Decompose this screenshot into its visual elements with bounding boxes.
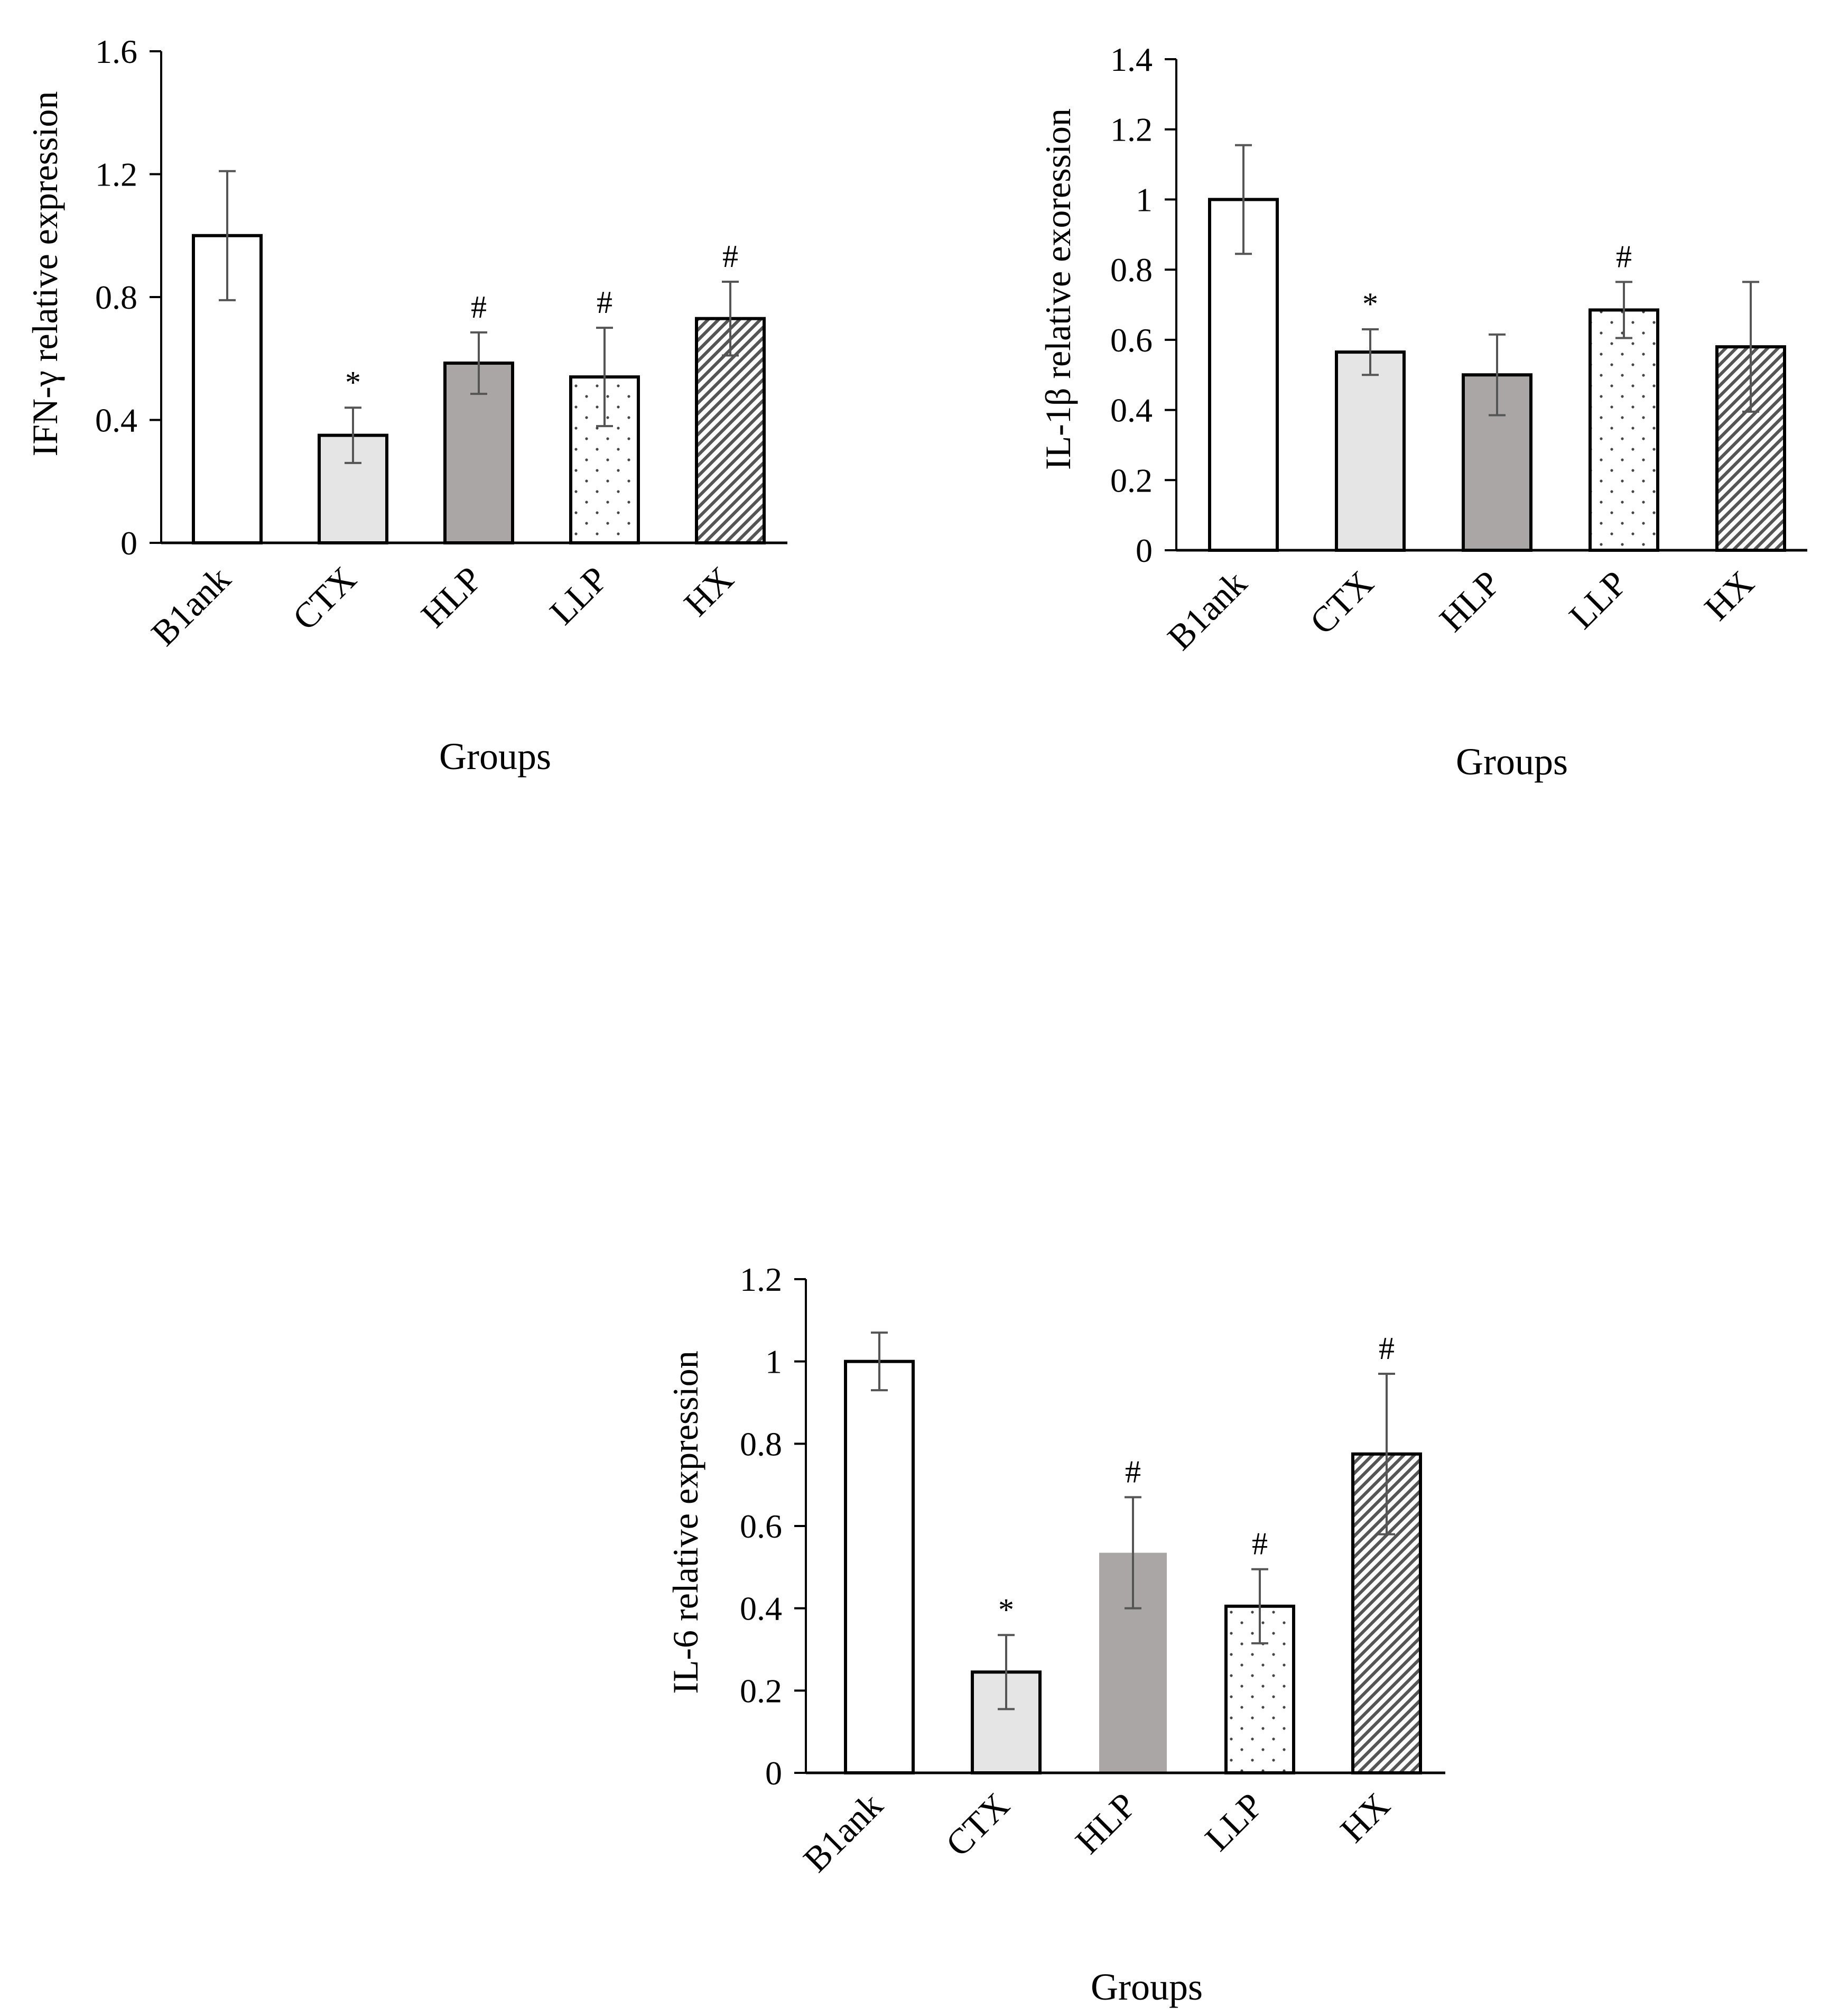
category-label: HX: [1332, 1785, 1397, 1850]
y-tick-labels: 0 0.2 0.4 0.6 0.8 1 1.2: [740, 1261, 782, 1792]
category-label: HX: [1696, 563, 1761, 628]
category-label: HLP: [413, 559, 490, 635]
category-labels: B1ank CTX HLP LLP HX: [143, 559, 741, 653]
y-tick-label: 1.2: [95, 156, 137, 193]
significance-mark: #: [1252, 1527, 1268, 1561]
category-labels: B1ank CTX HLP LLP HX: [795, 1785, 1397, 1880]
y-tick-label: 0.8: [95, 279, 137, 316]
significance-mark: #: [471, 290, 487, 325]
significance-mark: #: [1379, 1331, 1395, 1366]
significance-marks: *#: [1362, 239, 1632, 321]
axes: [794, 1278, 1445, 1774]
significance-marks: * # # #: [345, 239, 738, 400]
error-bars: [219, 170, 739, 464]
y-tick-label: 0.4: [1110, 392, 1153, 429]
category-label: B1ank: [143, 559, 238, 653]
error-bars: [1235, 144, 1759, 417]
y-tick-label: 1: [1136, 181, 1153, 218]
x-axis-title: Groups: [1456, 741, 1568, 783]
axes: [150, 50, 787, 544]
y-tick-label: 1.4: [1110, 41, 1153, 78]
y-tick-labels: 0 0.4 0.8 1.2 1.6: [95, 33, 137, 562]
y-tick-label: 0.2: [1110, 461, 1153, 499]
category-label: LLP: [1561, 563, 1634, 636]
axes: [1165, 58, 1807, 552]
y-tick-label: 0: [120, 524, 137, 562]
y-tick-label: 0: [1136, 532, 1153, 569]
ifn-gamma-chart: IFN-γ relative expression Groups 0 0.4 0.8…: [25, 33, 787, 778]
category-label: CTX: [1302, 563, 1381, 642]
il-6-chart: IL-6 relative expression Groups 00.20.40…: [665, 1261, 1445, 2008]
y-tick-labels: 0 0.2 0.4 0.6 0.8 1 1.2 1.4: [1110, 41, 1153, 569]
il-1beta-chart: IL-1β relative exoression Groups 0 0.2 0.4…: [1038, 41, 1807, 783]
bar-b1ank: [1208, 198, 1279, 552]
y-tick-label: 0.4: [95, 402, 137, 439]
significance-mark: #: [1125, 1455, 1141, 1490]
y-tick-label: 0.6: [1110, 321, 1153, 359]
y-tick-label: 0: [765, 1754, 782, 1792]
y-tick-label: 0.8: [740, 1425, 782, 1463]
y-axis-title: IFN-γ relative expression: [25, 91, 65, 457]
significance-mark: *: [1362, 286, 1378, 321]
y-tick-label: 0.6: [740, 1508, 782, 1545]
significance-mark: *: [998, 1592, 1014, 1627]
bars: [1208, 198, 1786, 552]
y-axis-title: IL-1β relative exoression: [1038, 108, 1078, 470]
significance-mark: *: [345, 365, 361, 400]
y-tick-label: 0.2: [740, 1672, 782, 1709]
significance-mark: #: [1616, 239, 1632, 274]
y-tick-label: 0.4: [740, 1590, 782, 1627]
category-label: LLP: [542, 559, 615, 632]
category-label: B1ank: [1159, 563, 1254, 658]
y-tick-label: 1: [765, 1343, 782, 1381]
y-tick-label: 1.6: [95, 33, 137, 70]
x-axis-title: Groups: [439, 735, 551, 778]
significance-mark: #: [722, 239, 738, 274]
significance-mark: #: [597, 285, 612, 320]
bar-llp: [1589, 308, 1659, 552]
x-axis-title: Groups: [1091, 1966, 1203, 2008]
category-label: CTX: [285, 559, 364, 638]
y-tick-label: 1.2: [1110, 111, 1153, 149]
bar-b1ank: [844, 1360, 915, 1775]
significance-marks: * # # #: [998, 1331, 1395, 1627]
error-bars: [871, 1331, 1395, 1710]
category-labels: B1ank CTX HLP LLP HX: [1159, 563, 1761, 658]
category-label: HLP: [1067, 1785, 1144, 1862]
category-label: CTX: [938, 1785, 1017, 1864]
y-tick-label: 0.8: [1110, 251, 1153, 289]
category-label: HX: [676, 559, 741, 624]
category-label: LLP: [1197, 1785, 1270, 1858]
bar-ctx: [1335, 350, 1406, 552]
category-label: HLP: [1432, 563, 1508, 640]
category-label: B1ank: [795, 1785, 890, 1880]
y-axis-title: IL-6 relative expression: [665, 1351, 705, 1694]
y-tick-label: 1.2: [740, 1261, 782, 1298]
bar-llp: [569, 375, 640, 544]
